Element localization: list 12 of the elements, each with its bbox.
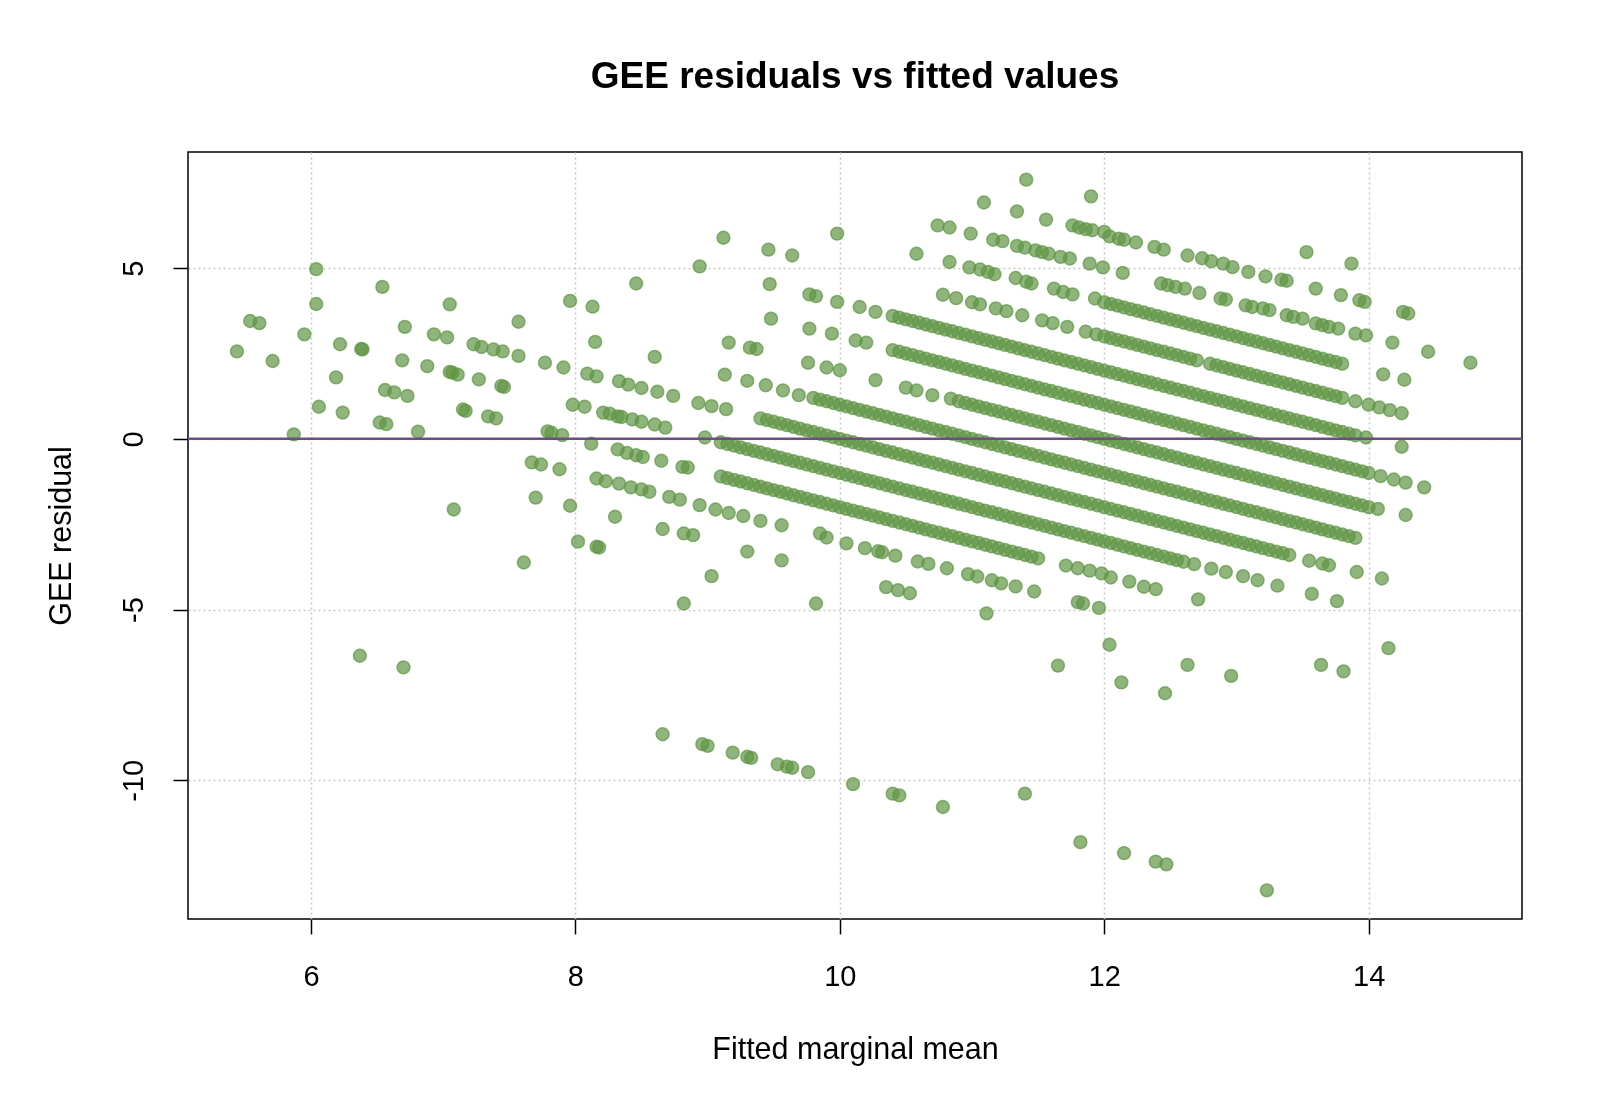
x-axis-title: Fitted marginal mean (712, 1030, 999, 1066)
x-tick-label: 14 (1353, 959, 1386, 992)
x-tick-label: 8 (567, 959, 584, 992)
y-tick-label: 0 (116, 431, 149, 448)
x-tick-label: 10 (824, 959, 857, 992)
y-tick-label: -5 (116, 597, 149, 623)
chart-title: GEE residuals vs fitted values (590, 55, 1120, 96)
y-tick-label: 5 (116, 260, 149, 277)
y-tick-label: -10 (116, 759, 149, 802)
x-tick-label: 12 (1088, 959, 1121, 992)
y-axis-title: GEE residual (42, 446, 77, 626)
x-tick-label: 6 (303, 959, 320, 992)
